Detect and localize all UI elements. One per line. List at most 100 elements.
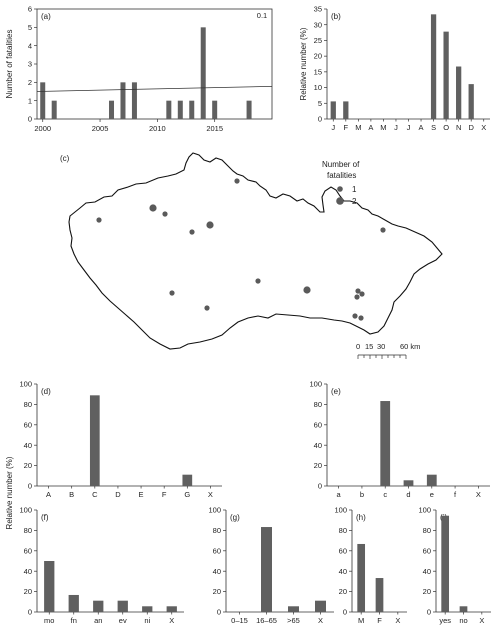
x-tick-label-e: f <box>454 490 457 499</box>
fatality-point <box>354 294 360 300</box>
y-tick-label-i: 0 <box>427 608 431 617</box>
x-tick-label-g: >65 <box>287 616 300 625</box>
fatality-point <box>352 313 358 319</box>
fatality-point <box>355 288 361 294</box>
y-axis-label-b: Relative number (%) <box>299 27 308 100</box>
x-tick-label-h: M <box>358 616 364 625</box>
bar-e <box>426 474 437 486</box>
bar-h <box>357 543 366 612</box>
x-tick-label-f: mo <box>44 616 54 625</box>
y-tick-label-i: 80 <box>423 526 431 535</box>
bar-b <box>330 101 336 119</box>
legend-marker-large <box>336 197 344 205</box>
y-tick-label-a: 2 <box>28 78 32 87</box>
x-tick-label-i: no <box>459 616 467 625</box>
x-tick-label-f: fn <box>71 616 77 625</box>
y-tick-label-g: 60 <box>213 546 221 555</box>
annotation-a: 0.1 <box>257 11 267 20</box>
bar-a <box>109 100 115 119</box>
y-tick-label-a: 5 <box>28 23 32 32</box>
y-tick-label-b: 30 <box>314 20 322 29</box>
x-tick-label-h: F <box>377 616 382 625</box>
x-tick-label-g: 0–15 <box>231 616 248 625</box>
scale-label-60: 60 km <box>400 342 420 351</box>
x-tick-label-h: X <box>395 616 400 625</box>
country-border <box>68 152 443 350</box>
y-tick-label-h: 100 <box>334 506 347 515</box>
plot-frame-a <box>36 8 273 120</box>
y-tick-label-h: 60 <box>339 546 347 555</box>
bar-a <box>40 82 46 119</box>
y-tick-label-b: 35 <box>314 5 322 14</box>
x-tick-label-d: B <box>69 490 74 499</box>
y-tick-label-h: 0 <box>343 608 347 617</box>
legend-title-line1: Number of <box>322 160 360 169</box>
bar-a <box>177 100 183 119</box>
y-tick-label-h: 80 <box>339 526 347 535</box>
y-tick-label-e: 100 <box>309 380 322 389</box>
bar-b <box>468 84 474 119</box>
fatality-point <box>303 286 311 294</box>
x-tick-label-b: N <box>456 123 461 132</box>
x-tick-label-d: A <box>46 490 51 499</box>
scale-label-0: 0 <box>356 342 360 351</box>
x-tick-label-d: G <box>184 490 190 499</box>
y-tick-label-f: 80 <box>24 526 32 535</box>
y-tick-label-f: 60 <box>24 546 32 555</box>
y-tick-label-b: 10 <box>314 83 322 92</box>
y-tick-label-i: 60 <box>423 546 431 555</box>
fatality-point <box>169 290 175 296</box>
y-tick-label-e: 80 <box>314 400 322 409</box>
bar-b <box>430 14 437 119</box>
x-tick-label-b: A <box>419 123 424 132</box>
bar-g <box>261 527 272 612</box>
x-tick-label-d: C <box>92 490 98 499</box>
y-tick-label-d: 0 <box>28 482 32 491</box>
bar-g <box>315 600 326 612</box>
bar-a <box>200 27 206 119</box>
bar-a <box>246 100 252 119</box>
x-tick-label-g: 16–65 <box>256 616 277 625</box>
fatality-point <box>359 291 365 297</box>
x-tick-label-a: 2010 <box>149 124 166 133</box>
panel-label-h: (h) <box>356 513 366 522</box>
trend-line-a <box>36 86 273 92</box>
bar-f <box>68 594 79 612</box>
x-tick-label-i: X <box>479 616 484 625</box>
bar-i <box>441 515 450 612</box>
panel-label-b: (b) <box>331 12 341 21</box>
panel-a: 0 1 2 3 4 5 6 (a) Number of fatalities 2000 2005 20… <box>5 5 273 133</box>
x-tick-label-d: E <box>139 490 144 499</box>
bar-d <box>89 395 100 486</box>
x-tick-label-f: X <box>169 616 174 625</box>
panel-d: 0 20 40 60 80 100 (d) Relative number (%) A B C D E F… <box>5 380 222 529</box>
bar-a <box>131 82 137 119</box>
y-tick-label-e: 60 <box>314 420 322 429</box>
legend-label-small: 1 <box>352 185 357 194</box>
y-tick-label-i: 100 <box>418 506 431 515</box>
panel-label-g: (g) <box>230 513 240 522</box>
fatality-point <box>96 217 102 223</box>
x-tick-label-e: c <box>383 490 387 499</box>
x-tick-label-e: e <box>430 490 434 499</box>
y-tick-label-d: 80 <box>24 400 32 409</box>
x-tick-label-b: J <box>407 123 411 132</box>
y-tick-label-d: 60 <box>24 420 32 429</box>
x-tick-label-b: J <box>331 123 335 132</box>
fatality-point <box>162 211 168 217</box>
x-tick-label-b: S <box>431 123 436 132</box>
bar-g <box>288 606 299 612</box>
y-tick-label-h: 20 <box>339 587 347 596</box>
x-tick-label-d: X <box>208 490 213 499</box>
y-tick-label-b: 0 <box>318 115 322 124</box>
fatality-point <box>206 221 214 229</box>
x-tick-label-d: D <box>115 490 121 499</box>
y-tick-label-h: 40 <box>339 567 347 576</box>
x-tick-label-a: 2000 <box>34 124 51 133</box>
panel-e: 0 20 40 60 80 100 (e) a b c d e f X <box>309 380 490 499</box>
bar-h <box>375 578 384 612</box>
fatality-point <box>149 204 157 212</box>
panel-f: 0 20 40 60 80 100 (f) mo fn an ev ni X <box>19 506 184 625</box>
